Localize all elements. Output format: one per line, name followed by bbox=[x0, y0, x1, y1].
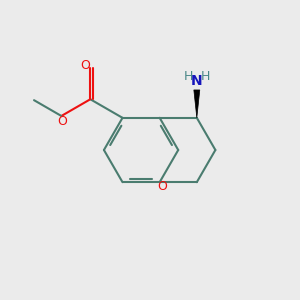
Text: H: H bbox=[201, 70, 210, 83]
Text: H: H bbox=[184, 70, 194, 83]
Text: O: O bbox=[157, 180, 167, 193]
Text: N: N bbox=[191, 74, 202, 88]
Text: O: O bbox=[80, 59, 90, 72]
Polygon shape bbox=[194, 90, 200, 118]
Text: O: O bbox=[57, 116, 67, 128]
